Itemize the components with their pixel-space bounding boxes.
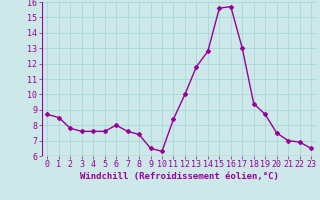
X-axis label: Windchill (Refroidissement éolien,°C): Windchill (Refroidissement éolien,°C) xyxy=(80,172,279,181)
